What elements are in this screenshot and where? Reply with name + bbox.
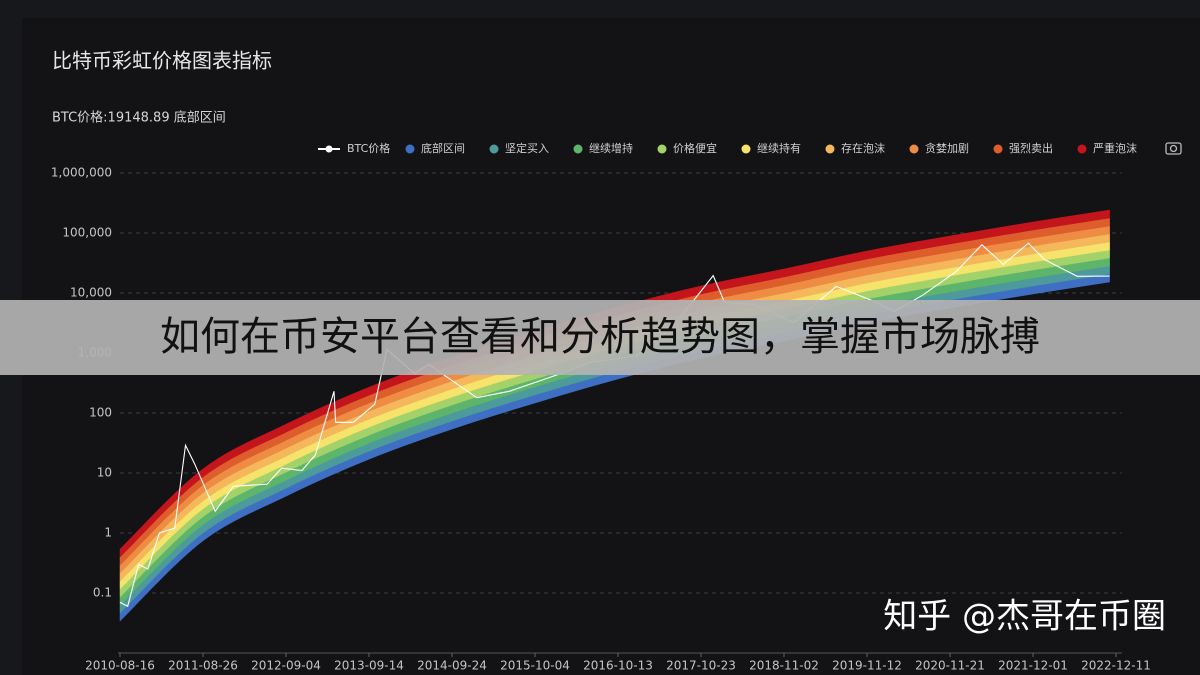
- legend-label: 继续增持: [589, 141, 633, 155]
- legend-label: 贪婪加剧: [925, 141, 969, 155]
- banner-text: 如何在币安平台查看和分析趋势图，掌握市场脉搏: [160, 314, 1040, 360]
- legend-label: 坚定买入: [505, 141, 549, 155]
- legend-marker: [741, 144, 751, 154]
- legend-item[interactable]: 严重泡沫: [1077, 141, 1138, 155]
- btc-price-line: [119, 242, 1110, 608]
- x-tick-label: 2012-09-04: [251, 659, 321, 673]
- legend-item[interactable]: 存在泡沫: [825, 141, 886, 155]
- plot: 0.11101001,00010,000100,0001,000,0002010…: [51, 166, 1151, 673]
- x-tick-label: 2010-08-16: [85, 659, 155, 673]
- chart-subtitle: BTC价格:19148.89 底部区间: [52, 110, 226, 126]
- legend-item[interactable]: 坚定买入: [489, 141, 550, 155]
- camera-icon[interactable]: [1165, 142, 1182, 155]
- camera-lens[interactable]: [1169, 144, 1178, 153]
- x-tick-label: 2014-09-24: [417, 659, 487, 673]
- legend-marker: [825, 144, 835, 154]
- y-tick-label: 0.1: [93, 586, 112, 600]
- x-tick-label: 2019-11-12: [832, 659, 902, 673]
- legend-marker: [657, 144, 667, 154]
- watermark: 知乎 @杰哥在币圈: [883, 597, 1166, 637]
- x-tick-label: 2018-11-02: [749, 659, 819, 673]
- x-tick-label: 2015-10-04: [500, 659, 570, 673]
- y-tick-label: 1: [104, 526, 112, 540]
- legend-label: BTC价格: [347, 141, 390, 155]
- camera-body[interactable]: [1165, 142, 1182, 155]
- legend-item[interactable]: 价格便宜: [657, 141, 718, 155]
- legend-item[interactable]: 继续持有: [741, 141, 802, 155]
- x-tick-label: 2022-12-11: [1081, 659, 1151, 673]
- legend-marker: [909, 144, 919, 154]
- legend-label: 严重泡沫: [1093, 141, 1137, 155]
- legend-label: 底部区间: [421, 141, 465, 155]
- y-tick-label: 1,000,000: [51, 166, 112, 180]
- legend-marker: [325, 145, 333, 153]
- overlay: 如何在币安平台查看和分析趋势图，掌握市场脉搏 知乎 @杰哥在币圈: [0, 300, 1200, 637]
- legend-item[interactable]: 强烈卖出: [993, 141, 1054, 155]
- chart-title: 比特币彩虹价格图表指标: [52, 49, 272, 73]
- legend: BTC价格 底部区间 坚定买入 继续增持 价格便宜 继续持有 存在泡沫 贪婪加剧 强烈卖出 严重泡…: [318, 141, 1137, 155]
- legend-marker: [489, 144, 499, 154]
- y-tick-label: 100,000: [62, 226, 112, 240]
- price-line: [119, 242, 1110, 608]
- legend-label: 强烈卖出: [1009, 141, 1053, 155]
- y-tick-label: 100: [89, 406, 112, 420]
- x-tick-label: 2016-10-13: [583, 659, 653, 673]
- legend-item[interactable]: 贪婪加剧: [909, 141, 970, 155]
- legend-label: 价格便宜: [673, 141, 717, 155]
- y-tick-label: 10: [97, 466, 112, 480]
- legend-label: 继续持有: [757, 141, 801, 155]
- x-tick-label: 2017-10-23: [666, 659, 736, 673]
- legend-label: 存在泡沫: [841, 141, 885, 155]
- legend-marker: [405, 144, 415, 154]
- banner-bg: [0, 300, 1200, 375]
- bands: [119, 209, 1110, 622]
- x-tick-label: 2011-08-26: [168, 659, 238, 673]
- legend-marker: [1077, 144, 1087, 154]
- y-tick-label: 10,000: [70, 286, 112, 300]
- legend-item[interactable]: 继续增持: [573, 141, 634, 155]
- x-tick-label: 2021-12-01: [998, 659, 1068, 673]
- legend-item[interactable]: 底部区间: [405, 141, 466, 155]
- x-tick-label: 2013-09-14: [334, 659, 404, 673]
- x-tick-label: 2020-11-21: [915, 659, 985, 673]
- legend-marker: [993, 144, 1003, 154]
- legend-marker: [573, 144, 583, 154]
- legend-item[interactable]: BTC价格: [318, 141, 390, 155]
